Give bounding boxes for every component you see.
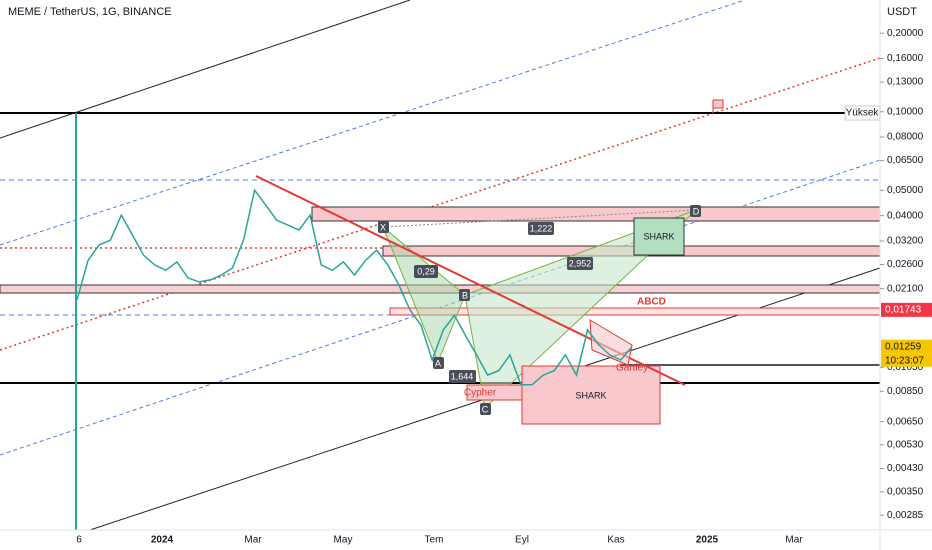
pattern-label: Cypher xyxy=(464,388,497,399)
pattern-label: Gartley xyxy=(616,363,648,374)
trend-line xyxy=(0,0,411,139)
shark-zone xyxy=(633,217,685,256)
zone xyxy=(311,206,881,222)
pattern-label: ABCD xyxy=(637,297,666,308)
gartley-pattern xyxy=(589,319,633,366)
point-badge xyxy=(690,205,701,217)
price-mark-label: 0,01259 xyxy=(885,341,922,352)
ratio-label: 2,952 xyxy=(569,258,592,268)
y-tick-label: 0,00285 xyxy=(887,510,924,521)
ratio-label: 1,644 xyxy=(451,371,474,381)
x-tick-label: Mar xyxy=(244,535,262,546)
x-tick-label: Kas xyxy=(607,535,624,546)
price-mark-label: 0,01743 xyxy=(885,304,922,315)
point-label: C xyxy=(482,404,489,414)
y-tick-label: 0,03200 xyxy=(887,236,924,247)
x-tick-label: May xyxy=(334,535,353,546)
pattern-label: SHARK xyxy=(643,231,674,241)
price-mark xyxy=(881,302,932,317)
y-tick-label: 0,02100 xyxy=(887,283,924,294)
y-tick-label: 0,00350 xyxy=(887,486,924,497)
pattern-label: SHARK xyxy=(575,390,606,400)
y-tick-label: 0,05000 xyxy=(887,185,924,196)
shark-zone xyxy=(521,365,661,425)
point-badge xyxy=(480,403,491,415)
y-tick-label: 0,01050 xyxy=(887,362,924,373)
symbol-title: MEME / TetherUS, 1G, BINANCE xyxy=(8,6,172,18)
ratio-badge xyxy=(528,222,554,235)
currency-label: USDT xyxy=(887,6,917,18)
y-tick-label: 0,20000 xyxy=(887,28,924,39)
y-tick-label: 0,00430 xyxy=(887,463,924,474)
zone xyxy=(389,307,881,316)
x-tick-label: Mar xyxy=(785,535,803,546)
ratio-badge xyxy=(567,257,593,270)
x-tick-label: Tem xyxy=(425,535,444,546)
countdown: 10:23:07 xyxy=(885,355,924,366)
ratio-badge xyxy=(449,370,476,383)
y-tick-label: 0,16000 xyxy=(887,53,924,64)
cypher-zone xyxy=(466,384,523,401)
point-badge xyxy=(459,289,470,301)
price-line xyxy=(76,188,633,386)
point-label: D xyxy=(693,206,700,216)
point-badge xyxy=(378,221,389,233)
point-label: X xyxy=(380,222,386,232)
y-tick-label: 0,10000 xyxy=(887,106,924,117)
x-tick-label: 2025 xyxy=(696,535,719,546)
y-tick-label: 0,08000 xyxy=(887,132,924,143)
labels: ABCD SHARK SHARK Cypher Gartley 1,222 2,… xyxy=(378,205,701,415)
level-label: Yüksek xyxy=(846,108,880,119)
countdown-box xyxy=(881,353,932,367)
ratio-badge xyxy=(414,265,438,278)
point-label: B xyxy=(462,290,468,300)
x-tick-label: Eyl xyxy=(515,535,529,546)
x-tick-label: 2024 xyxy=(151,535,174,546)
y-tick-label: 0,04000 xyxy=(887,210,924,221)
y-tick-label: 0,02600 xyxy=(887,259,924,270)
flag-icon xyxy=(712,99,724,114)
price-mark xyxy=(881,339,932,354)
channel-line xyxy=(0,0,746,246)
ratio-label: 1,222 xyxy=(530,223,553,233)
y-tick-label: 0,06500 xyxy=(887,155,924,166)
level-box xyxy=(844,105,881,121)
y-tick-label: 0,00650 xyxy=(887,416,924,427)
y-tick-label: 0,00850 xyxy=(887,386,924,397)
ratio-label: 0,29 xyxy=(417,266,435,276)
ratio-line xyxy=(382,209,697,228)
point-label: A xyxy=(435,358,441,368)
y-tick-label: 0,00530 xyxy=(887,439,924,450)
x-tick-label: 6 xyxy=(76,535,82,546)
point-badge xyxy=(433,357,444,369)
y-tick-label: 0,13000 xyxy=(887,77,924,88)
